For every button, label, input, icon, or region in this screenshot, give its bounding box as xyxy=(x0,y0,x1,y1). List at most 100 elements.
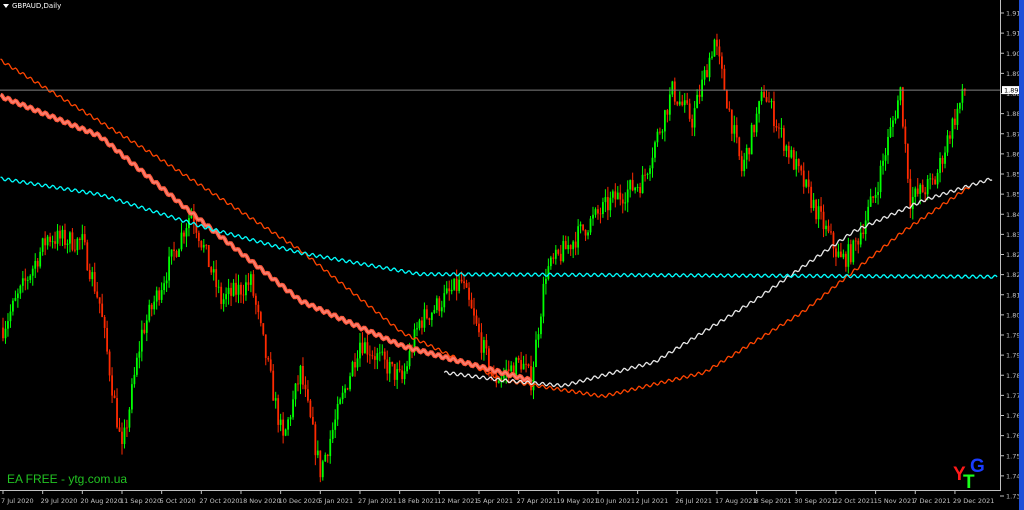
price-tick-label: 1.90410 xyxy=(1006,50,1024,58)
candle-body xyxy=(106,327,109,352)
candle-body xyxy=(435,298,438,310)
candle-body xyxy=(517,357,520,360)
candle-body xyxy=(579,224,582,227)
candle-body xyxy=(413,329,416,353)
candle-body xyxy=(222,299,225,304)
time-tick-label: 22 Oct 2021 xyxy=(834,497,874,505)
candle-body xyxy=(535,339,537,368)
candle-body xyxy=(502,373,505,379)
candle-body xyxy=(599,213,602,215)
candle-body xyxy=(733,125,736,134)
candle-body xyxy=(371,355,374,357)
candle-body xyxy=(882,160,884,166)
candle-body xyxy=(770,101,773,103)
candle-body xyxy=(594,209,597,215)
candle-body xyxy=(269,359,272,371)
candle-body xyxy=(150,304,153,310)
candle-body xyxy=(215,269,218,288)
candle-body xyxy=(639,187,642,194)
candle-body xyxy=(507,369,510,372)
candle-body xyxy=(356,358,359,368)
candle-body xyxy=(118,427,121,432)
candle-body xyxy=(294,383,297,400)
candle-body xyxy=(525,363,527,365)
candle-body xyxy=(225,294,228,300)
price-tick-label: 1.85110 xyxy=(1006,191,1024,199)
candle-body xyxy=(825,225,827,230)
candle-body xyxy=(931,178,934,180)
candles xyxy=(2,33,966,483)
candle-body xyxy=(207,245,210,268)
current-price-label: 1.89028 xyxy=(1004,87,1024,95)
candle-body xyxy=(173,249,175,252)
candle-body xyxy=(914,188,917,197)
candle-body xyxy=(738,137,741,157)
candle-body xyxy=(592,214,594,219)
candle-body xyxy=(220,286,223,304)
candle-body xyxy=(21,278,24,286)
candle-body xyxy=(373,356,376,360)
candle-body xyxy=(549,257,552,267)
candle-body xyxy=(403,371,406,380)
watermark-text: EA FREE - ytg.com.ua xyxy=(7,472,128,486)
candle-body xyxy=(862,232,865,235)
candle-body xyxy=(564,241,567,250)
candle-body xyxy=(44,238,47,246)
ma-line xyxy=(443,177,993,388)
candle-body xyxy=(698,94,701,97)
candle-body xyxy=(416,328,418,330)
candle-body xyxy=(113,395,116,399)
candle-body xyxy=(86,242,89,271)
candle-body xyxy=(644,174,646,176)
candle-body xyxy=(126,427,128,429)
dropdown-triangle-icon[interactable] xyxy=(3,4,9,8)
candle-body xyxy=(26,279,29,281)
candle-body xyxy=(267,357,270,360)
candle-body xyxy=(183,232,185,237)
candle-body xyxy=(326,454,329,457)
candle-body xyxy=(423,309,426,328)
candle-body xyxy=(309,400,312,417)
candle-body xyxy=(272,370,275,401)
candle-body xyxy=(668,94,671,115)
candle-body xyxy=(686,100,689,104)
time-tick-label: 5 Oct 2020 xyxy=(160,497,196,505)
candle-body xyxy=(445,288,448,294)
time-tick-label: 29 Dec 2021 xyxy=(953,497,995,505)
candle-body xyxy=(227,287,230,295)
candle-body xyxy=(247,282,250,285)
candle-body xyxy=(604,197,607,203)
candle-body xyxy=(386,359,389,374)
candle-body xyxy=(510,365,513,372)
time-tick-label: 18 Feb 2021 xyxy=(398,497,438,505)
candle-body xyxy=(515,357,518,377)
candle-body xyxy=(210,267,213,273)
candle-body xyxy=(703,70,706,80)
candle-body xyxy=(93,272,96,292)
candle-body xyxy=(837,251,840,257)
candle-body xyxy=(438,298,441,312)
candle-body xyxy=(56,230,59,244)
price-tick-label: 1.91170 xyxy=(1006,30,1024,38)
time-tick-label: 7 Jul 2020 xyxy=(1,497,34,505)
candle-body xyxy=(88,270,91,280)
candle-body xyxy=(817,206,820,220)
candle-body xyxy=(512,365,515,377)
candle-body xyxy=(78,238,81,240)
candle-body xyxy=(329,438,332,457)
candle-body xyxy=(554,249,557,259)
candle-body xyxy=(520,359,523,370)
candle-body xyxy=(9,311,12,322)
candle-body xyxy=(2,327,4,339)
candle-body xyxy=(522,363,525,370)
candle-body xyxy=(820,206,822,212)
candle-body xyxy=(892,120,894,127)
candle-body xyxy=(785,145,788,151)
candle-body xyxy=(426,309,428,319)
candle-body xyxy=(956,108,959,125)
candle-body xyxy=(572,241,575,250)
candle-body xyxy=(735,125,738,138)
candle-body xyxy=(160,290,163,300)
candle-body xyxy=(339,399,342,404)
